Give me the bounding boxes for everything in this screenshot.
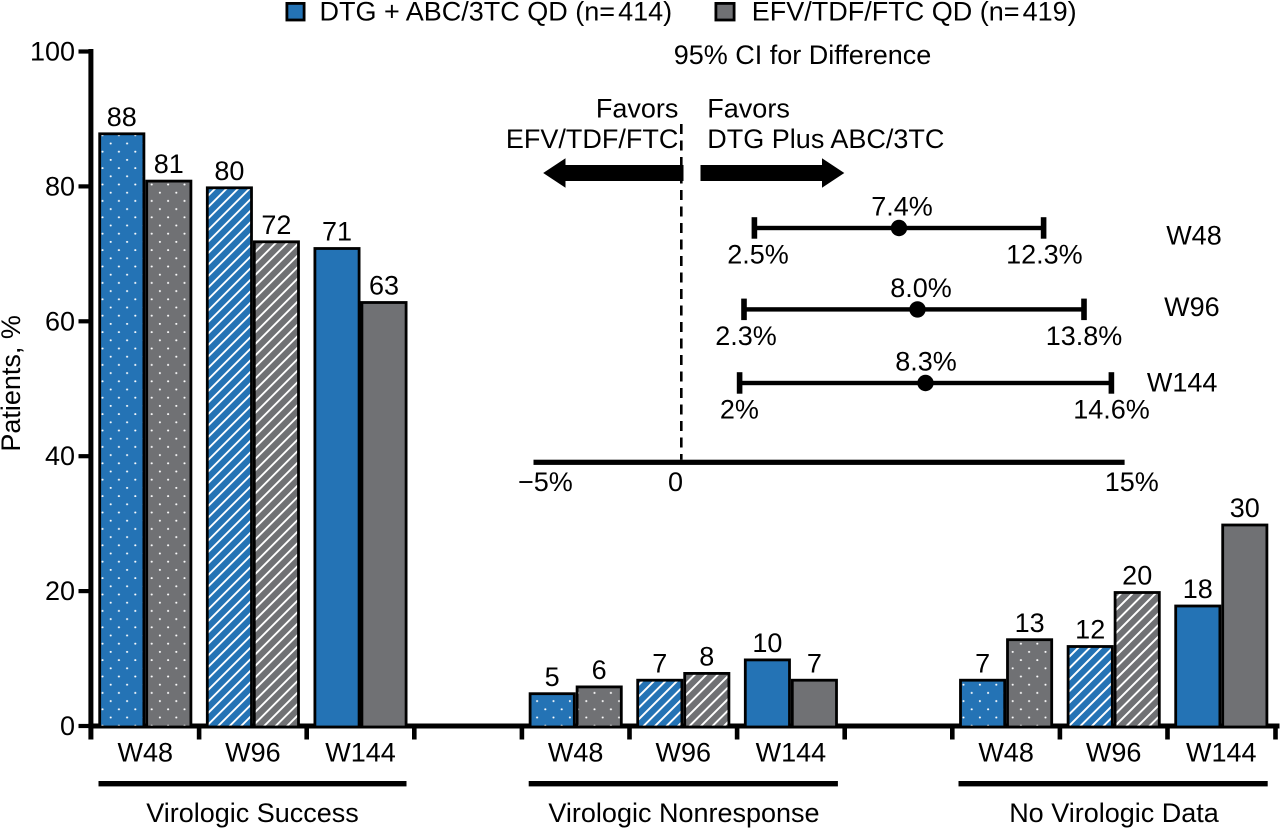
svg-text:Virologic Success: Virologic Success [146, 798, 359, 828]
svg-text:8.3%: 8.3% [895, 347, 957, 377]
svg-text:W48: W48 [548, 738, 604, 768]
svg-text:7: 7 [975, 648, 990, 678]
svg-text:−5%: −5% [518, 467, 573, 497]
svg-text:2.5%: 2.5% [727, 240, 789, 270]
svg-text:13: 13 [1015, 608, 1045, 638]
svg-text:W96: W96 [1086, 738, 1142, 768]
svg-text:18: 18 [1183, 574, 1213, 604]
svg-text:95% CI for Difference: 95% CI for Difference [674, 40, 932, 70]
svg-text:80: 80 [214, 156, 244, 186]
svg-text:10: 10 [752, 628, 782, 658]
svg-text:30: 30 [1230, 493, 1260, 523]
svg-text:W144: W144 [756, 738, 827, 768]
svg-text:W144: W144 [1147, 368, 1218, 398]
svg-text:60: 60 [45, 306, 75, 336]
svg-text:100: 100 [30, 37, 75, 67]
svg-text:W96: W96 [1164, 292, 1220, 322]
svg-text:7: 7 [652, 648, 667, 678]
svg-text:13.8%: 13.8% [1046, 321, 1123, 351]
svg-text:14.6%: 14.6% [1073, 395, 1150, 425]
svg-text:63: 63 [369, 271, 399, 301]
svg-text:EFV/TDF/FTC QD (n=419): EFV/TDF/FTC QD (n= 419) [752, 0, 1077, 27]
svg-text:W48: W48 [1166, 221, 1222, 251]
svg-text:40: 40 [45, 441, 75, 471]
svg-text:72: 72 [261, 210, 291, 240]
svg-text:12: 12 [1075, 615, 1105, 645]
svg-text:20: 20 [1122, 561, 1152, 591]
svg-text:Favors: Favors [596, 93, 679, 123]
svg-text:W96: W96 [656, 738, 712, 768]
svg-text:0: 0 [668, 467, 683, 497]
svg-text:6: 6 [592, 655, 607, 685]
svg-text:EFV/TDF/FTC: EFV/TDF/FTC [506, 124, 678, 154]
svg-text:7.4%: 7.4% [871, 192, 933, 222]
svg-text:71: 71 [322, 217, 352, 247]
svg-text:No Virologic Data: No Virologic Data [1009, 798, 1220, 828]
svg-text:8: 8 [699, 642, 714, 672]
svg-text:DTG + ABC/3TC QD (n=414): DTG + ABC/3TC QD (n= 414) [320, 0, 673, 27]
svg-text:2%: 2% [720, 395, 759, 425]
svg-text:20: 20 [45, 576, 75, 606]
svg-text:W96: W96 [225, 738, 281, 768]
svg-text:15%: 15% [1105, 467, 1159, 497]
svg-text:80: 80 [45, 171, 75, 201]
svg-text:W144: W144 [325, 738, 396, 768]
svg-text:81: 81 [154, 149, 184, 179]
svg-text:12.3%: 12.3% [1006, 240, 1083, 270]
svg-text:Patients, %: Patients, % [0, 315, 26, 452]
svg-text:Favors: Favors [707, 93, 790, 123]
svg-text:W48: W48 [978, 738, 1034, 768]
svg-text:88: 88 [107, 102, 137, 132]
svg-text:7: 7 [807, 648, 822, 678]
svg-text:W144: W144 [1186, 738, 1257, 768]
svg-text:2.3%: 2.3% [715, 321, 777, 351]
svg-text:0: 0 [60, 711, 75, 741]
svg-text:5: 5 [545, 662, 560, 692]
svg-text:Virologic Nonresponse: Virologic Nonresponse [548, 798, 819, 828]
svg-text:DTG Plus ABC/3TC: DTG Plus ABC/3TC [707, 124, 944, 154]
svg-text:W48: W48 [118, 738, 174, 768]
svg-text:8.0%: 8.0% [890, 273, 952, 303]
